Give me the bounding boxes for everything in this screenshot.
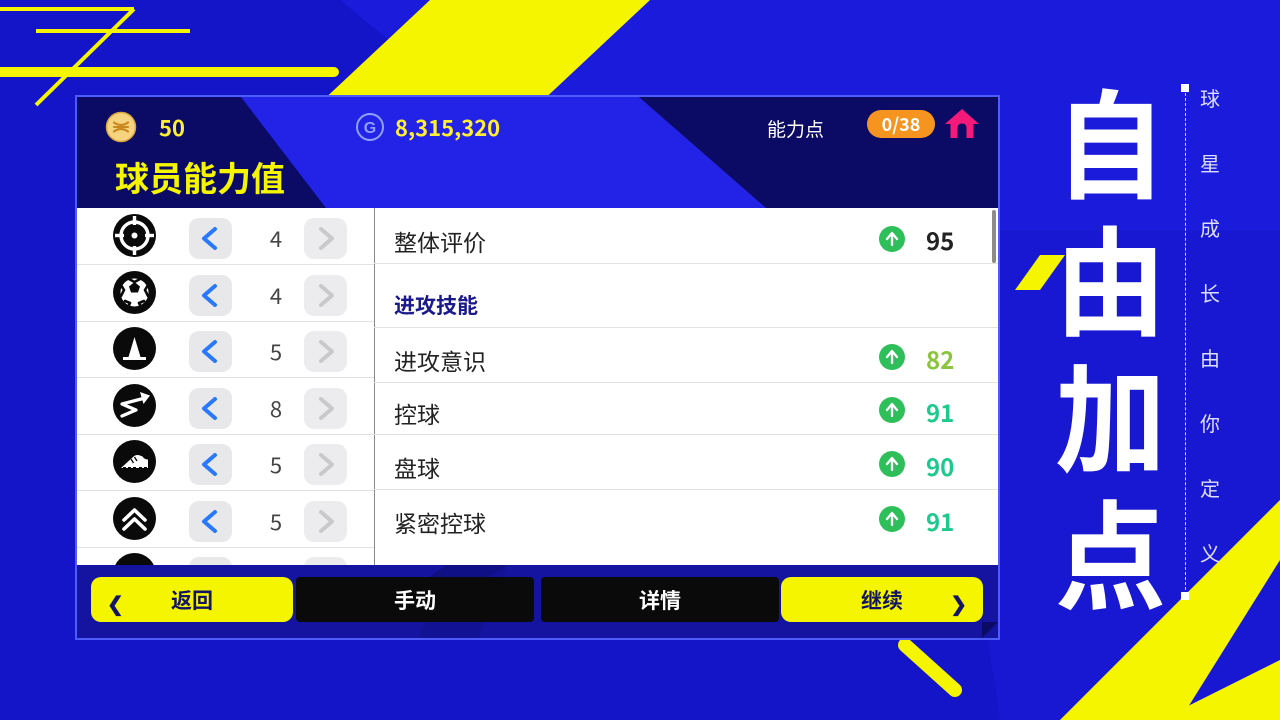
svg-text:G: G	[364, 120, 376, 137]
